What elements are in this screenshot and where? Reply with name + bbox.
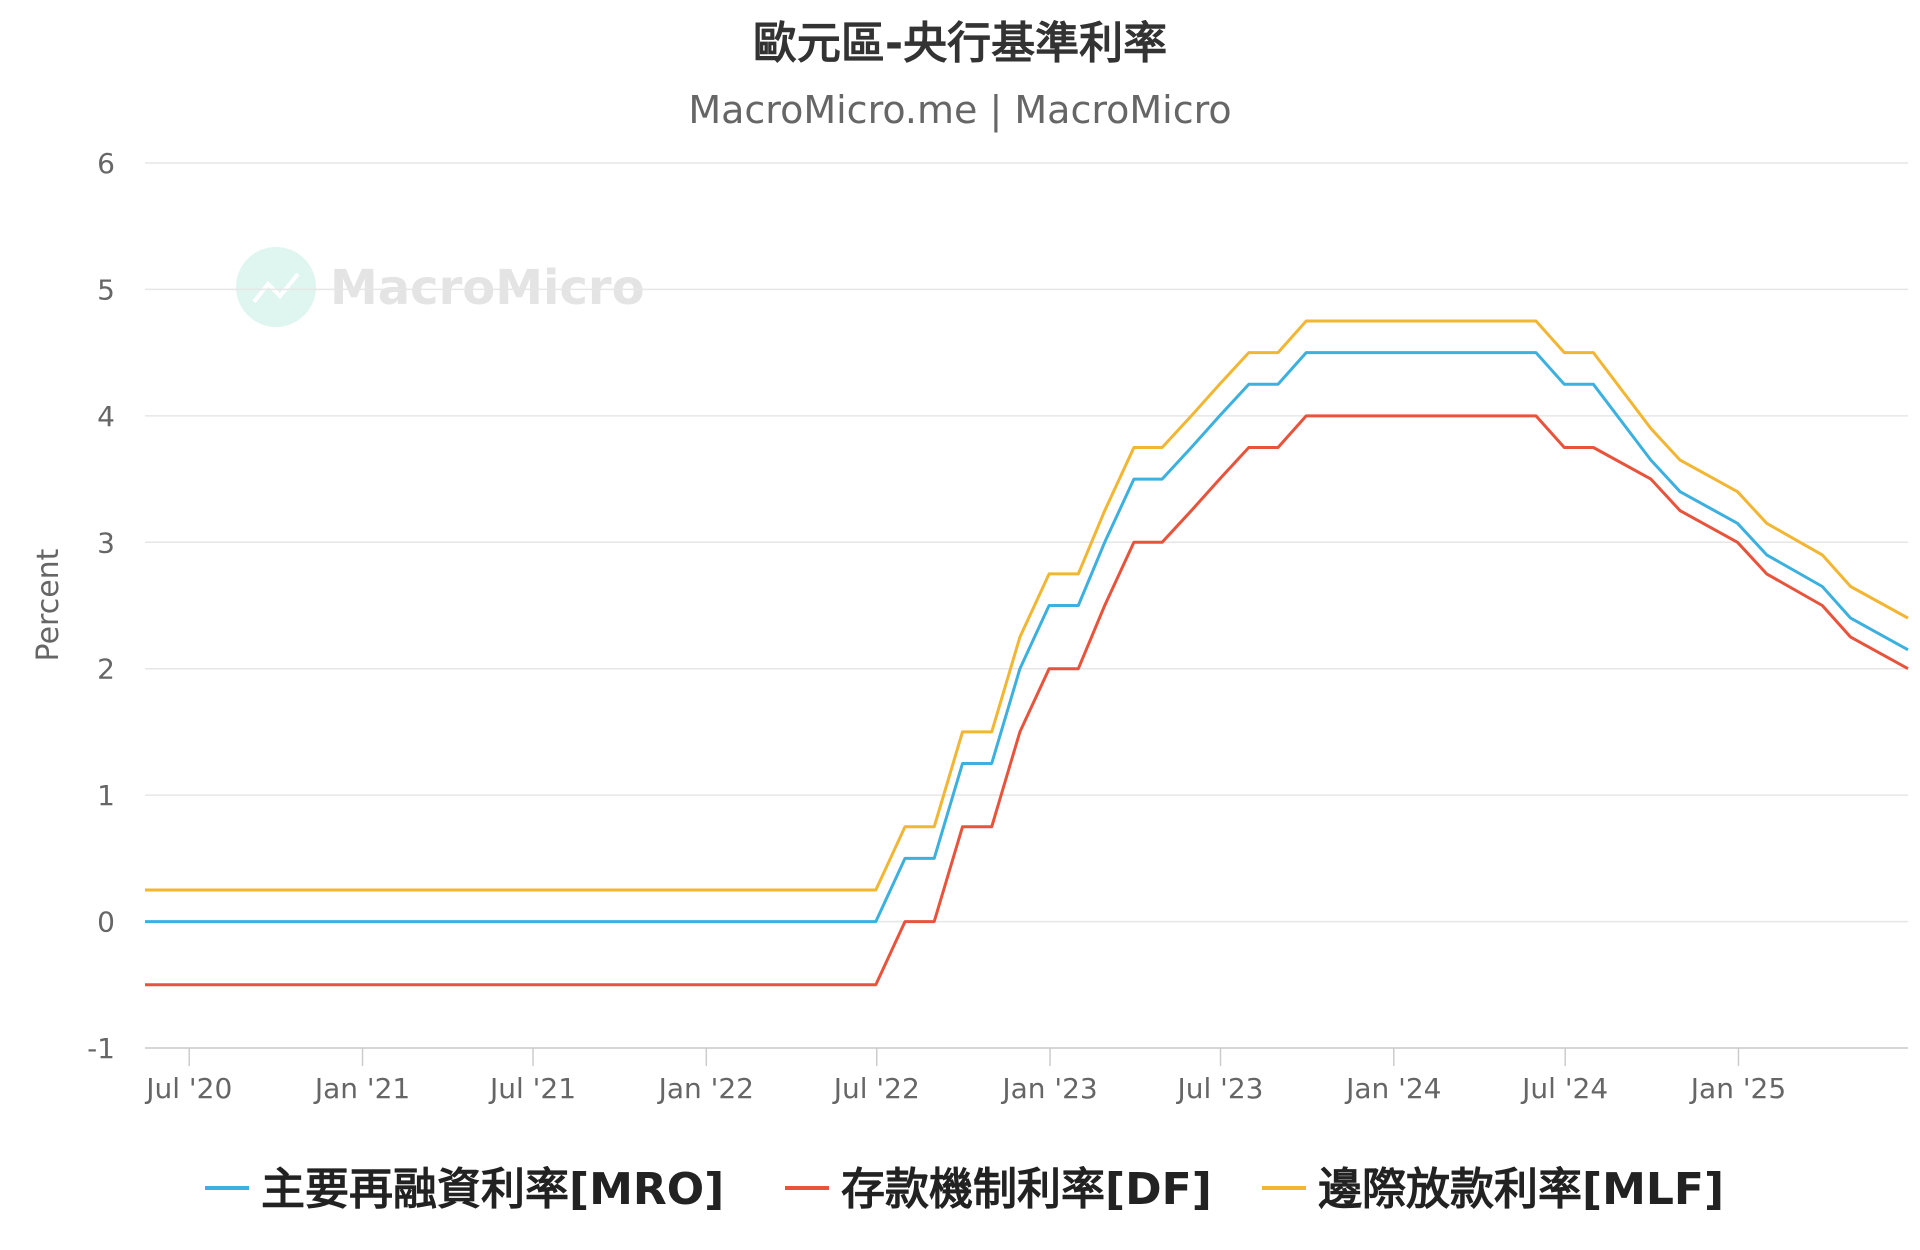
x-tick-label: Jan '25 bbox=[1689, 1072, 1786, 1105]
legend-item-1[interactable]: 存款機制利率[DF] bbox=[785, 1164, 1212, 1215]
x-tick-label: Jan '21 bbox=[313, 1072, 410, 1105]
x-tick-label: Jan '22 bbox=[657, 1072, 754, 1105]
x-tick-label: Jul '23 bbox=[1175, 1072, 1263, 1105]
x-tick-label: Jul '20 bbox=[144, 1072, 232, 1105]
watermark: MacroMicro bbox=[236, 247, 645, 327]
x-axis: Jul '20 Jan '21 Jul '21 Jan '22 Jul '22 Jan '… bbox=[144, 1047, 1908, 1105]
chart-title: 歐元區-央行基準利率 bbox=[753, 18, 1167, 69]
y-tick-label: 3 bbox=[97, 526, 115, 559]
x-tick-label: Jul '21 bbox=[488, 1072, 576, 1105]
x-tick-label: Jan '24 bbox=[1344, 1072, 1441, 1105]
y-tick-label: 4 bbox=[97, 400, 115, 433]
series-lines bbox=[145, 319, 1909, 987]
x-tick-label: Jul '22 bbox=[832, 1072, 920, 1105]
series-line-0 bbox=[145, 351, 1909, 924]
legend-label: 存款機制利率[DF] bbox=[841, 1164, 1212, 1215]
series-line-1 bbox=[145, 414, 1909, 987]
legend-label: 主要再融資利率[MRO] bbox=[261, 1164, 724, 1215]
y-tick-label: 6 bbox=[97, 147, 115, 180]
legend: 主要再融資利率[MRO] 存款機制利率[DF] 邊際放款利率[MLF] bbox=[205, 1164, 1724, 1215]
legend-item-2[interactable]: 邊際放款利率[MLF] bbox=[1262, 1164, 1724, 1215]
x-tick-label: Jan '23 bbox=[1000, 1072, 1097, 1105]
series-line-2 bbox=[145, 319, 1909, 892]
y-tick-label: 5 bbox=[97, 273, 115, 306]
legend-label: 邊際放款利率[MLF] bbox=[1318, 1164, 1724, 1215]
y-tick-label: 0 bbox=[97, 906, 115, 939]
chart-subtitle: MacroMicro.me | MacroMicro bbox=[688, 88, 1231, 133]
y-tick-label: 1 bbox=[97, 779, 115, 812]
y-tick-label: 2 bbox=[97, 653, 115, 686]
watermark-text: MacroMicro bbox=[330, 260, 645, 316]
y-axis-ticks: -1 0 1 2 3 4 5 6 bbox=[87, 147, 115, 1065]
watermark-logo-icon bbox=[236, 247, 316, 327]
y-axis-label: Percent bbox=[31, 548, 66, 661]
legend-item-0[interactable]: 主要再融資利率[MRO] bbox=[205, 1164, 724, 1215]
y-tick-label: -1 bbox=[87, 1032, 115, 1065]
x-tick-label: Jul '24 bbox=[1520, 1072, 1608, 1105]
